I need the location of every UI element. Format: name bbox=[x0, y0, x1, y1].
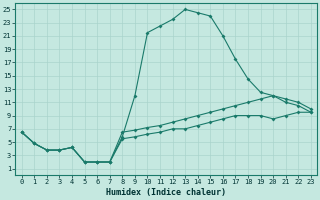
X-axis label: Humidex (Indice chaleur): Humidex (Indice chaleur) bbox=[106, 188, 226, 197]
